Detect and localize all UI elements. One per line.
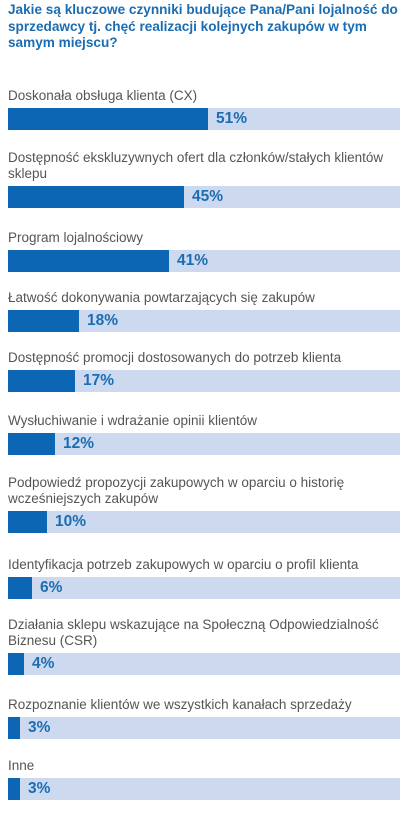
category-label: Podpowiedź propozycji zakupowych w oparc…: [8, 475, 345, 506]
chart-item: Dostępność promocji dostosowanych do pot…: [8, 350, 400, 392]
bar-track: 51%: [8, 108, 400, 130]
category-label: Program lojalnościowy: [8, 230, 144, 245]
value-label: 3%: [28, 719, 51, 736]
chart-title: Jakie są kluczowe czynniki budujące Pana…: [8, 2, 398, 50]
chart-item: Program lojalnościowy 41%: [8, 230, 400, 272]
bar: [8, 108, 208, 130]
bar-track: 6%: [8, 577, 400, 599]
bar: [8, 717, 20, 739]
bar: [8, 186, 184, 208]
chart-item: Wysłuchiwanie i wdrażanie opinii klientó…: [8, 413, 400, 455]
value-label: 12%: [63, 435, 95, 452]
bar-track: 41%: [8, 250, 400, 272]
value-label: 41%: [177, 252, 209, 269]
category-label: Wysłuchiwanie i wdrażanie opinii klientó…: [8, 413, 257, 428]
bar: [8, 310, 79, 332]
chart-item: Doskonała obsługa klienta (CX) 51%: [8, 88, 400, 130]
value-label: 10%: [55, 513, 87, 530]
category-label: Identyfikacja potrzeb zakupowych w oparc…: [8, 557, 359, 572]
chart-item: Rozpoznanie klientów we wszystkich kanał…: [8, 697, 400, 739]
bar: [8, 653, 24, 675]
bar-track: 45%: [8, 186, 400, 208]
bar: [8, 250, 169, 272]
category-label: Doskonała obsługa klienta (CX): [8, 88, 198, 103]
bar: [8, 778, 20, 800]
value-label: 51%: [216, 110, 248, 127]
bar-track: 4%: [8, 653, 400, 675]
value-label: 6%: [40, 579, 63, 596]
chart-item: Identyfikacja potrzeb zakupowych w oparc…: [8, 557, 400, 599]
bar: [8, 511, 47, 533]
bar-track: 10%: [8, 511, 400, 533]
bar-track: 3%: [8, 717, 400, 739]
bar: [8, 577, 32, 599]
bar-track: 17%: [8, 370, 400, 392]
category-label: Inne: [8, 758, 35, 773]
bar-track: 3%: [8, 778, 400, 800]
value-label: 3%: [28, 780, 51, 797]
chart-item: Dostępność ekskluzywnych ofert dla człon…: [8, 150, 400, 208]
chart-item: Inne 3%: [8, 758, 400, 800]
chart-item: Podpowiedź propozycji zakupowych w oparc…: [8, 475, 400, 533]
bar: [8, 433, 55, 455]
category-label: Dostępność ekskluzywnych ofert dla człon…: [8, 150, 384, 181]
chart-item: Łatwość dokonywania powtarzających się z…: [8, 290, 400, 332]
bar-track: 18%: [8, 310, 400, 332]
value-label: 18%: [87, 312, 119, 329]
value-label: 4%: [32, 655, 55, 672]
chart-item: Działania sklepu wskazujące na Społeczną…: [8, 617, 400, 675]
category-label: Działania sklepu wskazujące na Społeczną…: [8, 617, 379, 648]
category-label: Łatwość dokonywania powtarzających się z…: [8, 290, 315, 305]
value-label: 17%: [83, 372, 115, 389]
bar: [8, 370, 75, 392]
value-label: 45%: [192, 188, 224, 205]
bar-track: 12%: [8, 433, 400, 455]
category-label: Dostępność promocji dostosowanych do pot…: [8, 350, 342, 365]
category-label: Rozpoznanie klientów we wszystkich kanał…: [8, 697, 352, 712]
